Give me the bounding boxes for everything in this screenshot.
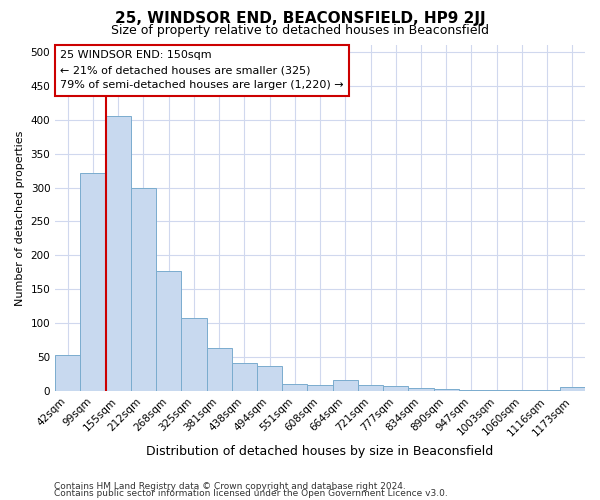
Text: 25 WINDSOR END: 150sqm
← 21% of detached houses are smaller (325)
79% of semi-de: 25 WINDSOR END: 150sqm ← 21% of detached… (60, 50, 344, 90)
Bar (535, 390, 560, 391)
Bar (206, 348, 232, 391)
Bar (434, 389, 459, 391)
Y-axis label: Number of detached properties: Number of detached properties (15, 130, 25, 306)
Bar (106, 116, 131, 391)
Text: Size of property relative to detached houses in Beaconsfield: Size of property relative to detached ho… (111, 24, 489, 37)
Bar (484, 390, 509, 391)
Bar (459, 390, 484, 391)
Bar (232, 364, 257, 391)
Bar (307, 385, 332, 391)
Bar (55, 354, 80, 391)
Bar (282, 384, 307, 391)
X-axis label: Distribution of detached houses by size in Beaconsfield: Distribution of detached houses by size … (146, 444, 494, 458)
Bar (383, 386, 409, 391)
Bar (80, 172, 106, 391)
Text: Contains HM Land Registry data © Crown copyright and database right 2024.: Contains HM Land Registry data © Crown c… (54, 482, 406, 491)
Bar (131, 188, 156, 391)
Bar (560, 387, 585, 391)
Bar (358, 385, 383, 391)
Bar (181, 318, 206, 391)
Bar (156, 271, 181, 391)
Bar (509, 390, 535, 391)
Bar (409, 388, 434, 391)
Bar (257, 366, 282, 391)
Bar (332, 380, 358, 391)
Text: 25, WINDSOR END, BEACONSFIELD, HP9 2JJ: 25, WINDSOR END, BEACONSFIELD, HP9 2JJ (115, 11, 485, 26)
Text: Contains public sector information licensed under the Open Government Licence v3: Contains public sector information licen… (54, 489, 448, 498)
